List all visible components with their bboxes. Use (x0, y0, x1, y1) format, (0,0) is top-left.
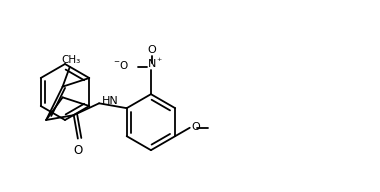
Text: O: O (73, 144, 82, 157)
Text: $^{-}$O: $^{-}$O (113, 59, 129, 71)
Text: O: O (192, 122, 201, 132)
Text: O: O (147, 45, 156, 55)
Text: N: N (148, 59, 156, 69)
Text: CH₃: CH₃ (61, 55, 81, 65)
Text: $^{+}$: $^{+}$ (156, 56, 163, 65)
Text: HN: HN (102, 96, 119, 106)
